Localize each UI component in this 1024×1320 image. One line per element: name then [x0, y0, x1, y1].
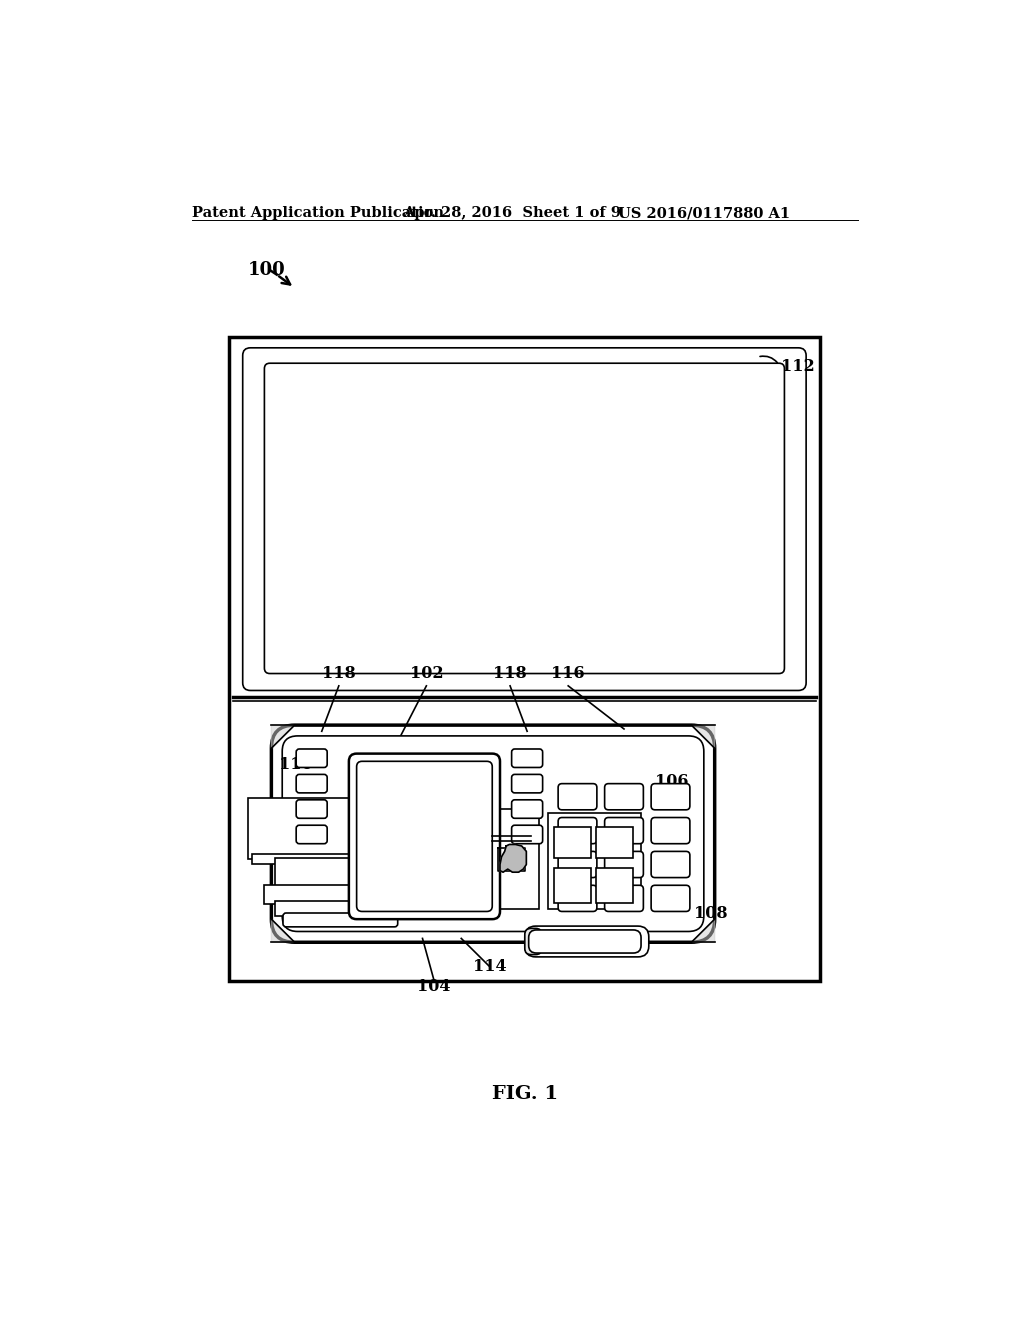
- FancyBboxPatch shape: [604, 817, 643, 843]
- Text: 118: 118: [322, 665, 355, 682]
- Text: 100: 100: [248, 261, 286, 279]
- Text: FIG. 1: FIG. 1: [492, 1085, 558, 1104]
- Text: Apr. 28, 2016  Sheet 1 of 9: Apr. 28, 2016 Sheet 1 of 9: [403, 206, 622, 220]
- FancyBboxPatch shape: [349, 754, 500, 919]
- Text: 102: 102: [410, 665, 443, 682]
- Bar: [596, 869, 633, 903]
- Polygon shape: [271, 725, 295, 748]
- FancyBboxPatch shape: [651, 886, 690, 911]
- Text: 108: 108: [693, 906, 727, 923]
- FancyBboxPatch shape: [604, 886, 643, 911]
- Polygon shape: [271, 919, 295, 942]
- Text: Patent Application Publication: Patent Application Publication: [191, 206, 443, 220]
- Polygon shape: [500, 845, 526, 873]
- FancyBboxPatch shape: [512, 800, 543, 818]
- Text: 118: 118: [494, 665, 527, 682]
- Bar: [275, 900, 407, 916]
- Bar: [275, 858, 407, 890]
- Bar: [248, 797, 432, 859]
- Text: 110: 110: [280, 756, 313, 774]
- Bar: [252, 854, 429, 863]
- FancyBboxPatch shape: [296, 775, 328, 793]
- Bar: [486, 809, 539, 909]
- FancyBboxPatch shape: [524, 927, 649, 957]
- FancyBboxPatch shape: [512, 748, 543, 767]
- FancyBboxPatch shape: [558, 784, 597, 810]
- FancyBboxPatch shape: [296, 748, 328, 767]
- Bar: [596, 826, 633, 858]
- FancyBboxPatch shape: [651, 784, 690, 810]
- FancyBboxPatch shape: [296, 825, 328, 843]
- Text: 116: 116: [551, 665, 585, 682]
- FancyBboxPatch shape: [243, 348, 806, 690]
- FancyBboxPatch shape: [604, 851, 643, 878]
- FancyBboxPatch shape: [296, 800, 328, 818]
- FancyBboxPatch shape: [283, 913, 397, 927]
- FancyBboxPatch shape: [651, 851, 690, 878]
- Text: 114: 114: [473, 958, 507, 975]
- Text: 112: 112: [780, 358, 814, 375]
- Bar: [554, 826, 592, 858]
- FancyBboxPatch shape: [264, 363, 784, 673]
- Text: US 2016/0117880 A1: US 2016/0117880 A1: [617, 206, 790, 220]
- FancyBboxPatch shape: [356, 762, 493, 911]
- Bar: [548, 813, 641, 909]
- Text: 106: 106: [655, 772, 688, 789]
- Bar: [263, 886, 417, 904]
- FancyBboxPatch shape: [558, 886, 597, 911]
- Bar: [554, 869, 592, 903]
- FancyBboxPatch shape: [558, 851, 597, 878]
- FancyBboxPatch shape: [512, 825, 543, 843]
- FancyBboxPatch shape: [524, 928, 542, 954]
- FancyBboxPatch shape: [283, 737, 703, 932]
- FancyBboxPatch shape: [558, 817, 597, 843]
- FancyBboxPatch shape: [512, 775, 543, 793]
- FancyBboxPatch shape: [651, 817, 690, 843]
- FancyBboxPatch shape: [271, 725, 715, 942]
- FancyBboxPatch shape: [528, 929, 641, 953]
- Text: 104: 104: [418, 978, 451, 995]
- Polygon shape: [691, 919, 715, 942]
- Bar: [228, 337, 820, 981]
- FancyBboxPatch shape: [604, 784, 643, 810]
- Polygon shape: [691, 725, 715, 748]
